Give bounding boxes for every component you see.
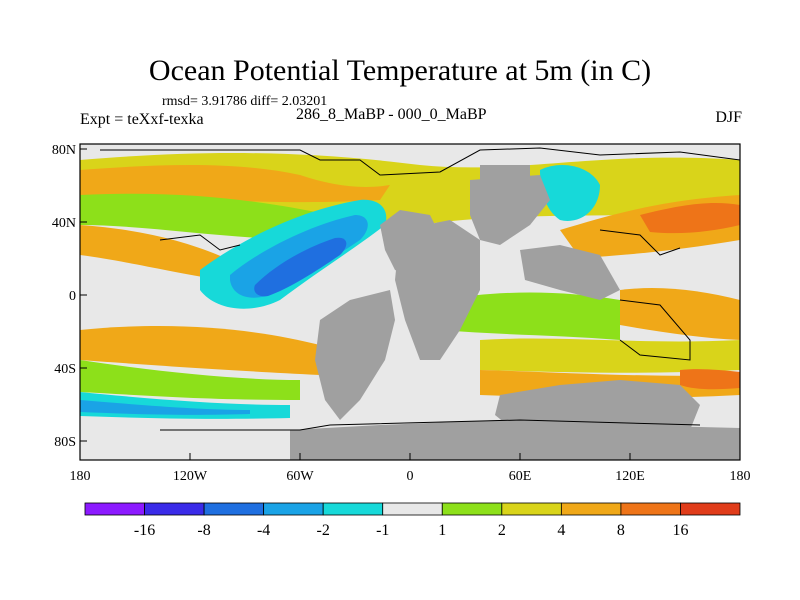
colorbar-swatch [322,502,384,516]
y-tick-label: 40N [52,216,76,231]
colorbar-label: 16 [672,522,688,539]
experiment-label: Expt = teXxf-texka [80,111,204,128]
colorbar-swatch [84,502,145,516]
land-eurasia [470,175,550,245]
y-ticks [80,148,87,442]
red-east-north [640,203,740,234]
colorbar-swatch [620,502,681,516]
x-tick-label: 120E [615,469,645,484]
y-tick-label: 80N [52,143,76,158]
page-title: Ocean Potential Temperature at 5m (in C) [148,54,652,87]
yellow-southern-east [480,338,740,373]
colorbar-swatch [501,502,562,516]
colorbar [84,502,741,516]
x-tick-label: 0 [407,469,414,484]
subtitle: 286_8_MaBP - 000_0_MaBP [296,106,487,123]
cyan-north-atlantic [540,165,600,221]
colorbar-swatch [144,502,205,516]
colorbar-swatch [441,502,503,516]
colorbar-swatch [263,502,324,516]
orange-pacific-south [80,325,320,375]
colorbar-label: 1 [438,522,446,539]
stats-text: rmsd= 3.91786 diff= 2.03201 [162,94,328,109]
y-tick-label: 0 [69,289,76,304]
colorbar-label: -1 [376,522,389,539]
colorbar-label: 4 [557,522,565,539]
colorbar-labels: -16 -8 -4 -2 -1 1 2 4 8 16 [134,522,689,539]
warm-band-north-orange [80,165,390,203]
colorbar-label: -8 [197,522,210,539]
colorbar-label: -2 [317,522,330,539]
x-tick-label: 60W [286,469,314,484]
land-polar-north [480,165,530,183]
x-tick-label: 120W [173,469,208,484]
land-south-america [315,290,395,420]
colorbar-label: -16 [134,522,155,539]
colorbar-swatch [560,502,622,516]
orange-west-pacific [620,288,740,340]
colorbar-label: 2 [498,522,506,539]
x-tick-label: 180 [730,469,751,484]
colorbar-label: -4 [257,522,270,539]
x-tick-label: 60E [509,469,532,484]
red-southern-east [680,369,740,390]
colorbar-swatch [680,502,741,516]
map-field [80,144,740,460]
colorbar-swatch [382,502,443,516]
x-ticks [79,453,741,460]
green-south-band [80,360,300,400]
green-indian [440,292,620,340]
y-tick-label: 80S [54,435,76,450]
land-east-asia [520,245,620,300]
x-tick-label: 180 [70,469,91,484]
colorbar-label: 8 [617,522,625,539]
cool-anomaly-core [254,237,347,297]
colorbar-swatch [203,502,265,516]
y-tick-label: 40S [54,362,76,377]
orange-pacific-mid [80,225,240,280]
land-africa [395,220,480,360]
land-antarctica [290,420,740,460]
green-north-pacific [80,193,330,240]
coastline-outline [100,147,740,431]
season-label: DJF [715,109,742,126]
blue-south-band [80,400,250,415]
